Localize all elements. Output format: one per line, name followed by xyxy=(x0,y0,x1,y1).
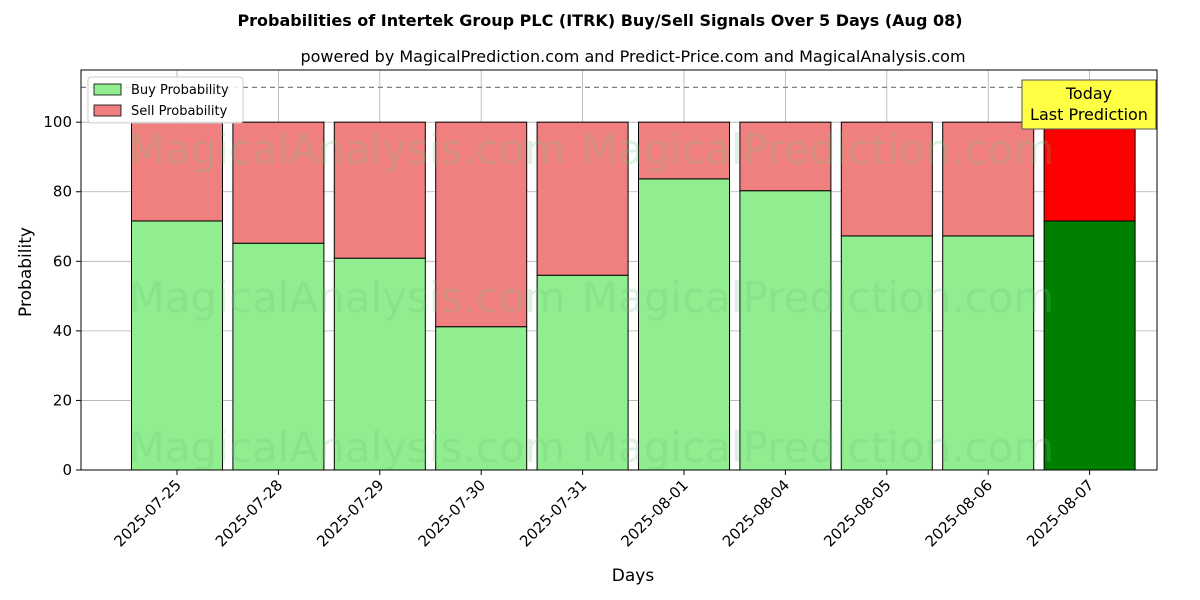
legend-sell-swatch xyxy=(93,104,122,117)
bar-buy-2025-07-25 xyxy=(131,220,223,471)
legend-buy-label: Buy Probability xyxy=(131,83,229,98)
legend-box xyxy=(87,76,244,124)
x-tick-label: 2025-08-01 xyxy=(617,476,691,550)
bar-buy-2025-07-31 xyxy=(536,274,629,471)
y-tick-label: 60 xyxy=(53,252,72,270)
x-tick-label: 2025-07-28 xyxy=(212,476,286,550)
y-axis-label: Probability xyxy=(16,227,36,317)
y-tick-label: 100 xyxy=(43,113,72,131)
y-tick-label: 80 xyxy=(53,183,72,201)
x-tick-label: 2025-07-30 xyxy=(415,476,489,550)
x-tick-label: 2025-08-04 xyxy=(719,476,793,550)
bar-buy-2025-08-01 xyxy=(638,178,730,471)
x-tick-label: 2025-07-29 xyxy=(313,476,387,550)
bar-buy-2025-08-05 xyxy=(840,235,933,471)
bar-sell-2025-08-06 xyxy=(942,121,1035,237)
y-axis-ticks: 0 20 40 60 80 100 xyxy=(43,113,81,479)
watermark-text: MagicalPrediction.com xyxy=(582,273,1055,322)
y-tick-label: 20 xyxy=(53,391,72,409)
bar-buy-2025-08-04 xyxy=(739,190,832,471)
bar-sell-2025-07-29 xyxy=(333,121,426,259)
bars xyxy=(131,121,1136,471)
chart-title: Probabilities of Intertek Group PLC (ITR… xyxy=(237,11,962,30)
bar-sell-2025-07-28 xyxy=(232,121,325,244)
annotation-box xyxy=(1021,79,1157,130)
watermark-text: MagicalPrediction.com xyxy=(582,423,1055,472)
plot-frame xyxy=(80,69,1158,471)
bar-buy-2025-08-06 xyxy=(942,235,1035,471)
legend-sell-label: Sell Probability xyxy=(131,104,228,119)
x-tick-label: 2025-07-25 xyxy=(110,476,184,550)
x-tick-label: 2025-07-31 xyxy=(516,476,590,550)
bar-sell-2025-08-05 xyxy=(840,121,933,237)
watermark-text: MagicalPrediction.com xyxy=(582,125,1055,174)
watermarks: MagicalAnalysis.com MagicalPrediction.com… xyxy=(129,125,1055,472)
bar-sell-2025-07-31 xyxy=(536,121,629,276)
x-axis-ticks: 2025-07-25 2025-07-28 2025-07-29 2025-07-30… xyxy=(110,470,1097,550)
bar-buy-2025-07-30 xyxy=(435,326,528,471)
watermark-text: MagicalAnalysis.com xyxy=(129,273,566,322)
x-tick-label: 2025-08-06 xyxy=(922,476,996,550)
x-axis-label: Days xyxy=(612,566,655,586)
bar-buy-2025-07-29 xyxy=(333,257,426,471)
y-tick-label: 0 xyxy=(62,461,72,479)
legend: Buy Probability Sell Probability xyxy=(87,76,244,124)
bar-sell-2025-07-25 xyxy=(131,121,223,222)
bar-sell-2025-08-01 xyxy=(638,121,730,180)
annotation-line2: Last Prediction xyxy=(1030,105,1148,124)
x-tick-label: 2025-08-07 xyxy=(1023,476,1097,550)
chart-subtitle: powered by MagicalPrediction.com and Pre… xyxy=(300,47,965,66)
x-tick-label: 2025-08-05 xyxy=(820,476,894,550)
y-tick-label: 40 xyxy=(53,322,72,340)
annotation-line1: Today xyxy=(1065,84,1112,103)
today-annotation: Today Last Prediction xyxy=(1021,79,1157,130)
bar-sell-2025-07-30 xyxy=(435,121,528,328)
bar-sell-2025-08-04 xyxy=(739,121,832,192)
legend-buy-swatch xyxy=(93,83,122,96)
bar-sell-2025-08-07 xyxy=(1043,121,1136,222)
watermark-text: MagicalAnalysis.com xyxy=(129,125,566,174)
bar-buy-2025-08-07 xyxy=(1043,220,1136,471)
watermark-text: MagicalAnalysis.com xyxy=(129,423,566,472)
